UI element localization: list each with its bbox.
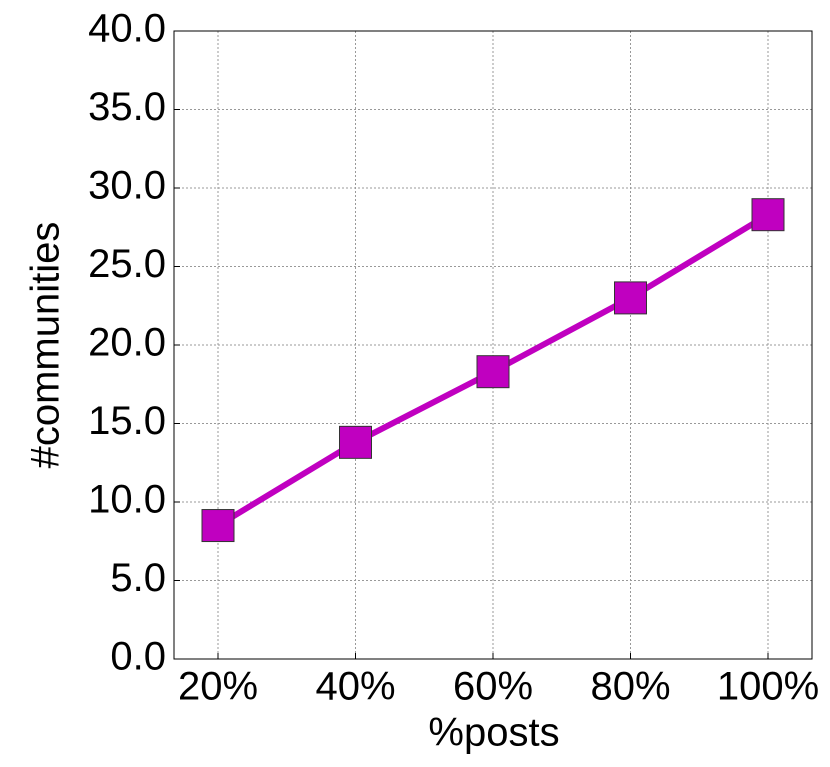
marker bbox=[339, 425, 372, 459]
y-tick-label: 35.0 bbox=[88, 85, 166, 129]
plot-frame bbox=[173, 30, 813, 660]
marker bbox=[751, 198, 785, 232]
y-tick-label: 40.0 bbox=[88, 7, 166, 51]
y-tick-label: 25.0 bbox=[88, 242, 166, 286]
y-tick-label: 0.0 bbox=[110, 635, 166, 679]
x-tick-label: 100% bbox=[717, 665, 819, 709]
x-axis-label: %posts bbox=[428, 711, 559, 755]
y-tick-label: 30.0 bbox=[88, 164, 166, 208]
y-tick-label: 20.0 bbox=[88, 321, 166, 365]
x-tick-label: 80% bbox=[590, 665, 670, 709]
y-tick-label: 5.0 bbox=[110, 556, 166, 600]
marker bbox=[476, 355, 510, 389]
x-tick-label: 20% bbox=[178, 665, 258, 709]
marker bbox=[614, 281, 647, 315]
marker bbox=[201, 509, 235, 543]
x-tick-label: 40% bbox=[315, 665, 395, 709]
x-tick-label: 60% bbox=[453, 665, 533, 709]
y-tick-label: 15.0 bbox=[88, 399, 166, 443]
y-axis-label: #communities bbox=[24, 222, 68, 469]
y-tick-label: 10.0 bbox=[88, 478, 166, 522]
